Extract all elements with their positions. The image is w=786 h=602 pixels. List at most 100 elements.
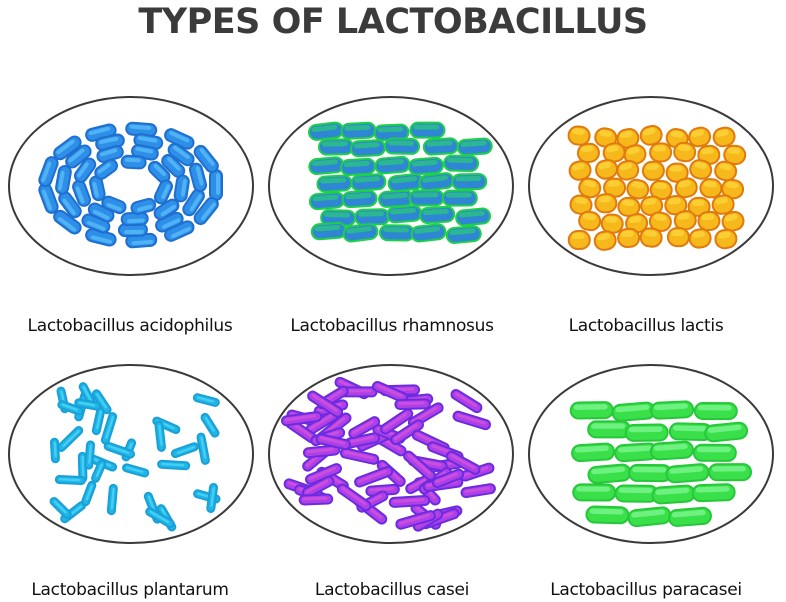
cell-highlight [85, 484, 94, 501]
bacterium-cell [691, 483, 736, 503]
bacterium-cell [340, 121, 377, 140]
cell-highlight [169, 131, 190, 143]
cell-highlight [621, 199, 635, 207]
bacterium-cell [673, 141, 697, 163]
cell-highlight [95, 463, 103, 478]
cell-highlight [725, 181, 739, 189]
cell-highlight [216, 173, 220, 195]
cell-highlight [137, 204, 153, 212]
cell-highlight [393, 423, 418, 441]
cell-highlight [98, 136, 119, 145]
cell-highlight [447, 157, 474, 164]
cell-highlight [692, 231, 706, 238]
plate-paracasei [526, 363, 776, 545]
cell-highlight [619, 162, 633, 171]
cell-highlight [348, 435, 374, 444]
cell-highlight [411, 406, 438, 424]
cell-highlight [110, 487, 115, 510]
cell-highlight [107, 445, 130, 454]
cell-highlight [422, 175, 448, 183]
cell-highlight [199, 147, 215, 166]
cell-highlight [86, 220, 106, 231]
caption-acidophilus: Lactobacillus acidophilus [27, 316, 233, 336]
cell-highlight [358, 211, 385, 217]
cell-highlight [137, 136, 158, 143]
cell-highlight [671, 509, 706, 518]
cell-highlight [583, 179, 597, 188]
cell-highlight [435, 472, 458, 484]
cell-highlight [670, 230, 684, 237]
cell-highlight [606, 145, 619, 153]
plate-acidophilus [6, 95, 256, 277]
cell-highlight [324, 212, 351, 218]
cell-highlight [691, 129, 705, 138]
cell-highlight [75, 186, 85, 204]
cell-highlight [691, 199, 705, 206]
cell-highlight [414, 226, 441, 234]
cell-highlight [129, 124, 152, 131]
cell-highlight [344, 124, 371, 131]
cell-highlight [306, 447, 335, 454]
cell-highlight [407, 453, 431, 475]
cell-highlight [653, 443, 688, 451]
cell-highlight [678, 180, 691, 188]
cell-highlight [92, 209, 110, 220]
plate-lactis [526, 95, 776, 277]
cell-highlight [580, 145, 594, 153]
cell-highlight [135, 146, 154, 154]
cell-highlight [58, 478, 80, 482]
cell-highlight [195, 166, 204, 186]
cell-highlight [346, 226, 373, 234]
cell-highlight [189, 194, 203, 212]
cell-highlight [458, 210, 485, 218]
cell-highlight [383, 412, 408, 430]
cell-highlight [381, 192, 408, 200]
paracasei-culture-illustration [528, 364, 774, 544]
cell-highlight [413, 124, 440, 130]
bacterium-cell [354, 208, 391, 226]
cell-highlight [628, 426, 663, 433]
cell-highlight [309, 413, 334, 430]
bacterium-cell [576, 142, 600, 164]
cell-highlight [377, 126, 404, 133]
cell-highlight [667, 197, 681, 205]
cell-highlight [653, 403, 688, 411]
cell-highlight [289, 421, 313, 438]
cell-highlight [158, 424, 163, 446]
cell-highlight [582, 213, 596, 221]
cell-highlight [628, 216, 642, 224]
caption-rhamnosus: Lactobacillus rhamnosus [290, 316, 494, 336]
cell-highlight [573, 404, 608, 410]
cell-highlight [411, 159, 438, 167]
cell-highlight [57, 217, 77, 232]
cell-highlight [62, 198, 76, 216]
cell-highlight [378, 158, 405, 166]
cell-highlight [353, 142, 380, 149]
cell-highlight [284, 414, 317, 422]
cell-highlight [160, 204, 177, 217]
cell-highlight [343, 160, 370, 168]
cell-highlight [180, 178, 187, 197]
cell-highlight [126, 218, 145, 224]
cell-highlight [715, 129, 729, 137]
cell-highlight [653, 182, 667, 190]
cell-highlight [571, 232, 585, 240]
page-title: TYPES OF LACTOBACILLUS [138, 2, 648, 42]
cell-highlight [455, 175, 482, 182]
cell-highlight [345, 192, 372, 200]
cell-highlight [305, 479, 329, 494]
cell-highlight [599, 129, 613, 138]
plate-plantarum [6, 363, 256, 545]
cell-highlight [677, 213, 691, 221]
cell-highlight [95, 393, 108, 409]
cell-highlight [376, 384, 403, 398]
cell-highlight [669, 165, 683, 172]
cell-highlight [41, 189, 53, 211]
cell-highlight [591, 466, 626, 475]
caption-plantarum: Lactobacillus plantarum [31, 580, 229, 600]
cell-highlight [176, 446, 196, 455]
cell-highlight [455, 392, 478, 408]
cell-highlight [591, 423, 626, 429]
cell-highlight [701, 213, 715, 221]
cell-highlight [571, 163, 585, 171]
